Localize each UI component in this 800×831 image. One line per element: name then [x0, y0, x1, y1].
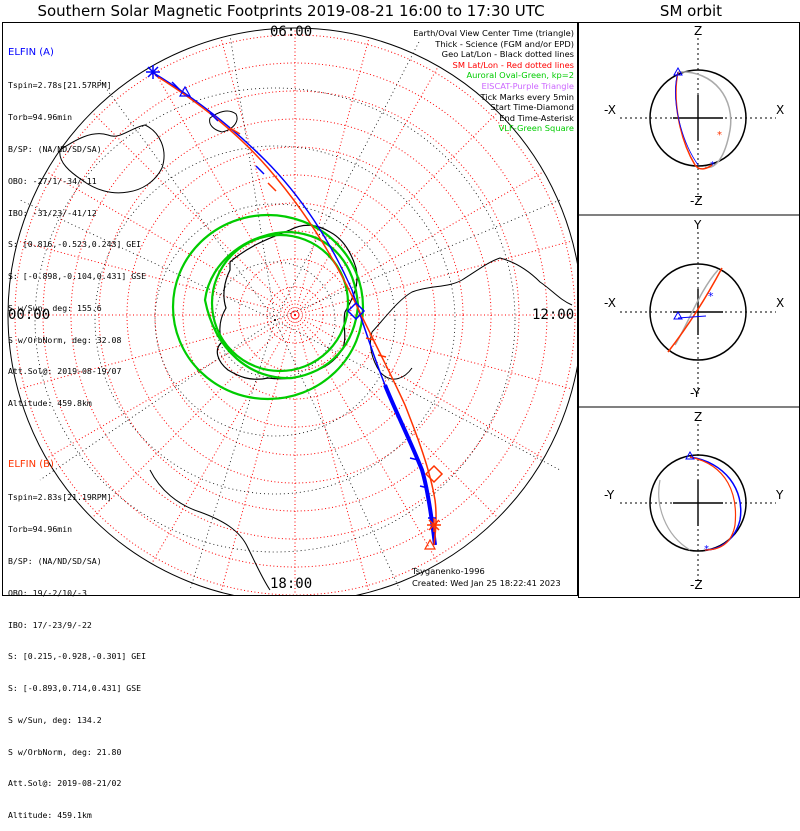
polar-map: [7, 27, 577, 595]
footprint-panel: [2, 22, 578, 596]
elfin-a-line: IBO: -31/23/-41/12: [8, 207, 97, 218]
sm2-up: Y: [694, 218, 702, 232]
legend: Earth/Oval View Center Time (triangle) T…: [413, 28, 574, 134]
legend-item: VLF-Green Square: [498, 123, 574, 134]
elfin-b-line: B/SP: (NA/ND/SD/SA): [8, 555, 102, 566]
svg-text:*: *: [717, 130, 722, 141]
legend-item: Auroral Oval-Green, kp=2: [466, 70, 574, 81]
elfin-a-line: S w/Sun, deg: 155.6: [8, 302, 102, 313]
elfin-b-line: S: [-0.893,0.714,0.431] GSE: [8, 683, 142, 694]
elfin-b-line: OBO: 19/-2/10/-3: [8, 587, 87, 598]
elfin-b-ticks: [229, 127, 387, 358]
elfin-a-line: S: [-0.898,-0.104,0.431] GSE: [8, 271, 147, 282]
elfin-b-line: Att.Sol@: 2019-08-21/02: [8, 778, 122, 789]
sm3-down: -Z: [690, 578, 703, 592]
legend-item: EISCAT-Purple Triangle: [481, 80, 574, 91]
svg-text:*: *: [708, 290, 714, 303]
elfin-b-line: IBO: 17/-23/9/-22: [8, 619, 92, 630]
australia-outline: [59, 124, 165, 194]
elfin-a-center-triangle: [178, 85, 192, 97]
mlt-label-18: 18:00: [270, 576, 313, 592]
sm2-down: -Y: [690, 386, 701, 400]
elfin-a-line: Att.Sol@: 2019-08-19/07: [8, 366, 122, 377]
nz-outline: [209, 110, 238, 133]
mlt-label-12: 12:00: [532, 307, 575, 323]
svg-text:*: *: [710, 160, 715, 171]
earth-limb: [7, 27, 577, 595]
sm-panel-xy: *: [620, 232, 776, 394]
sm2-left: -X: [604, 296, 616, 310]
sm2-right: X: [776, 296, 785, 310]
elfin-a-line: S w/OrbNorm, deg: 32.08: [8, 334, 122, 345]
elfin-b-line: S w/Sun, deg: 134.2: [8, 714, 102, 725]
elfin-a-name: ELFIN (A): [8, 47, 54, 59]
elfin-a-line: Torb=94.96min: [8, 112, 73, 123]
created-timestamp: Created: Wed Jan 25 18:22:41 2023: [412, 578, 561, 588]
africa-outline: [149, 469, 271, 591]
plot-title: Southern Solar Magnetic Footprints 2019-…: [37, 2, 545, 20]
elfin-b-line: S: [0.215,-0.928,-0.301] GEI: [8, 651, 147, 662]
sm-panel-yz: *: [620, 424, 776, 586]
sm1-up: Z: [694, 24, 703, 38]
elfin-a-line: S: [0.816,-0.523,0.243] GEI: [8, 239, 142, 250]
legend-item: Thick - Science (FGM and/or EPD): [435, 38, 574, 49]
elfin-a-line: B/SP: (NA/ND/SD/SA): [8, 143, 102, 154]
elfin-a-line: Altitude: 459.8km: [8, 398, 92, 409]
elfin-b-name: ELFIN (B): [8, 459, 54, 471]
elfin-b-line: Tspin=2.83s[21.19RPM]: [8, 492, 112, 503]
legend-item: Start Time-Diamond: [490, 102, 574, 113]
sm3-right: Y: [776, 488, 784, 502]
elfin-b-line: Torb=94.96min: [8, 524, 73, 535]
legend-item: Earth/Oval View Center Time (triangle): [413, 28, 574, 38]
sm-panel-xz: * *: [620, 38, 776, 200]
elfin-a-info: ELFIN (A) Tspin=2.78s[21.57RPM] Torb=94.…: [8, 26, 146, 419]
elfin-a-line: OBO: -27/1/-34/-11: [8, 175, 97, 186]
sm3-left: -Y: [604, 488, 615, 502]
sm1-down: -Z: [690, 194, 703, 208]
elfin-b-track: [154, 74, 437, 546]
elfin-a-line: Tspin=2.78s[21.57RPM]: [8, 80, 112, 91]
elfin-b-line: S w/OrbNorm, deg: 21.80: [8, 746, 122, 757]
elfin-a-end-asterisk: [146, 65, 160, 79]
mlt-label-00: 00:00: [8, 307, 51, 323]
elfin-a-start-diamond: [346, 301, 366, 321]
elfin-b-end-asterisk: [427, 518, 441, 532]
legend-item: End Time-Asterisk: [499, 112, 574, 123]
legend-item: SM Lat/Lon - Red dotted lines: [452, 59, 574, 70]
legend-item: Tick Marks every 5min: [480, 91, 574, 102]
sm1-left: -X: [604, 103, 616, 117]
sm-orbit-title: SM orbit: [659, 2, 723, 20]
model-credit: Tsyganenko-1996: [412, 566, 485, 576]
geo-grid: [19, 34, 561, 591]
elfin-b-line: Altitude: 459.1km: [8, 810, 92, 821]
elfin-b-start-diamond: [424, 464, 444, 484]
svg-text:*: *: [704, 544, 709, 555]
sm1-right: X: [776, 103, 785, 117]
sm3-up: Z: [694, 410, 703, 424]
elfin-a-science-thick: [383, 384, 437, 546]
legend-item: Geo Lat/Lon - Black dotted lines: [441, 49, 574, 60]
mlt-label-06: 06:00: [270, 24, 313, 40]
sm-orbit-plots: * * * *: [578, 38, 800, 586]
elfin-b-center-triangle: [423, 538, 437, 550]
